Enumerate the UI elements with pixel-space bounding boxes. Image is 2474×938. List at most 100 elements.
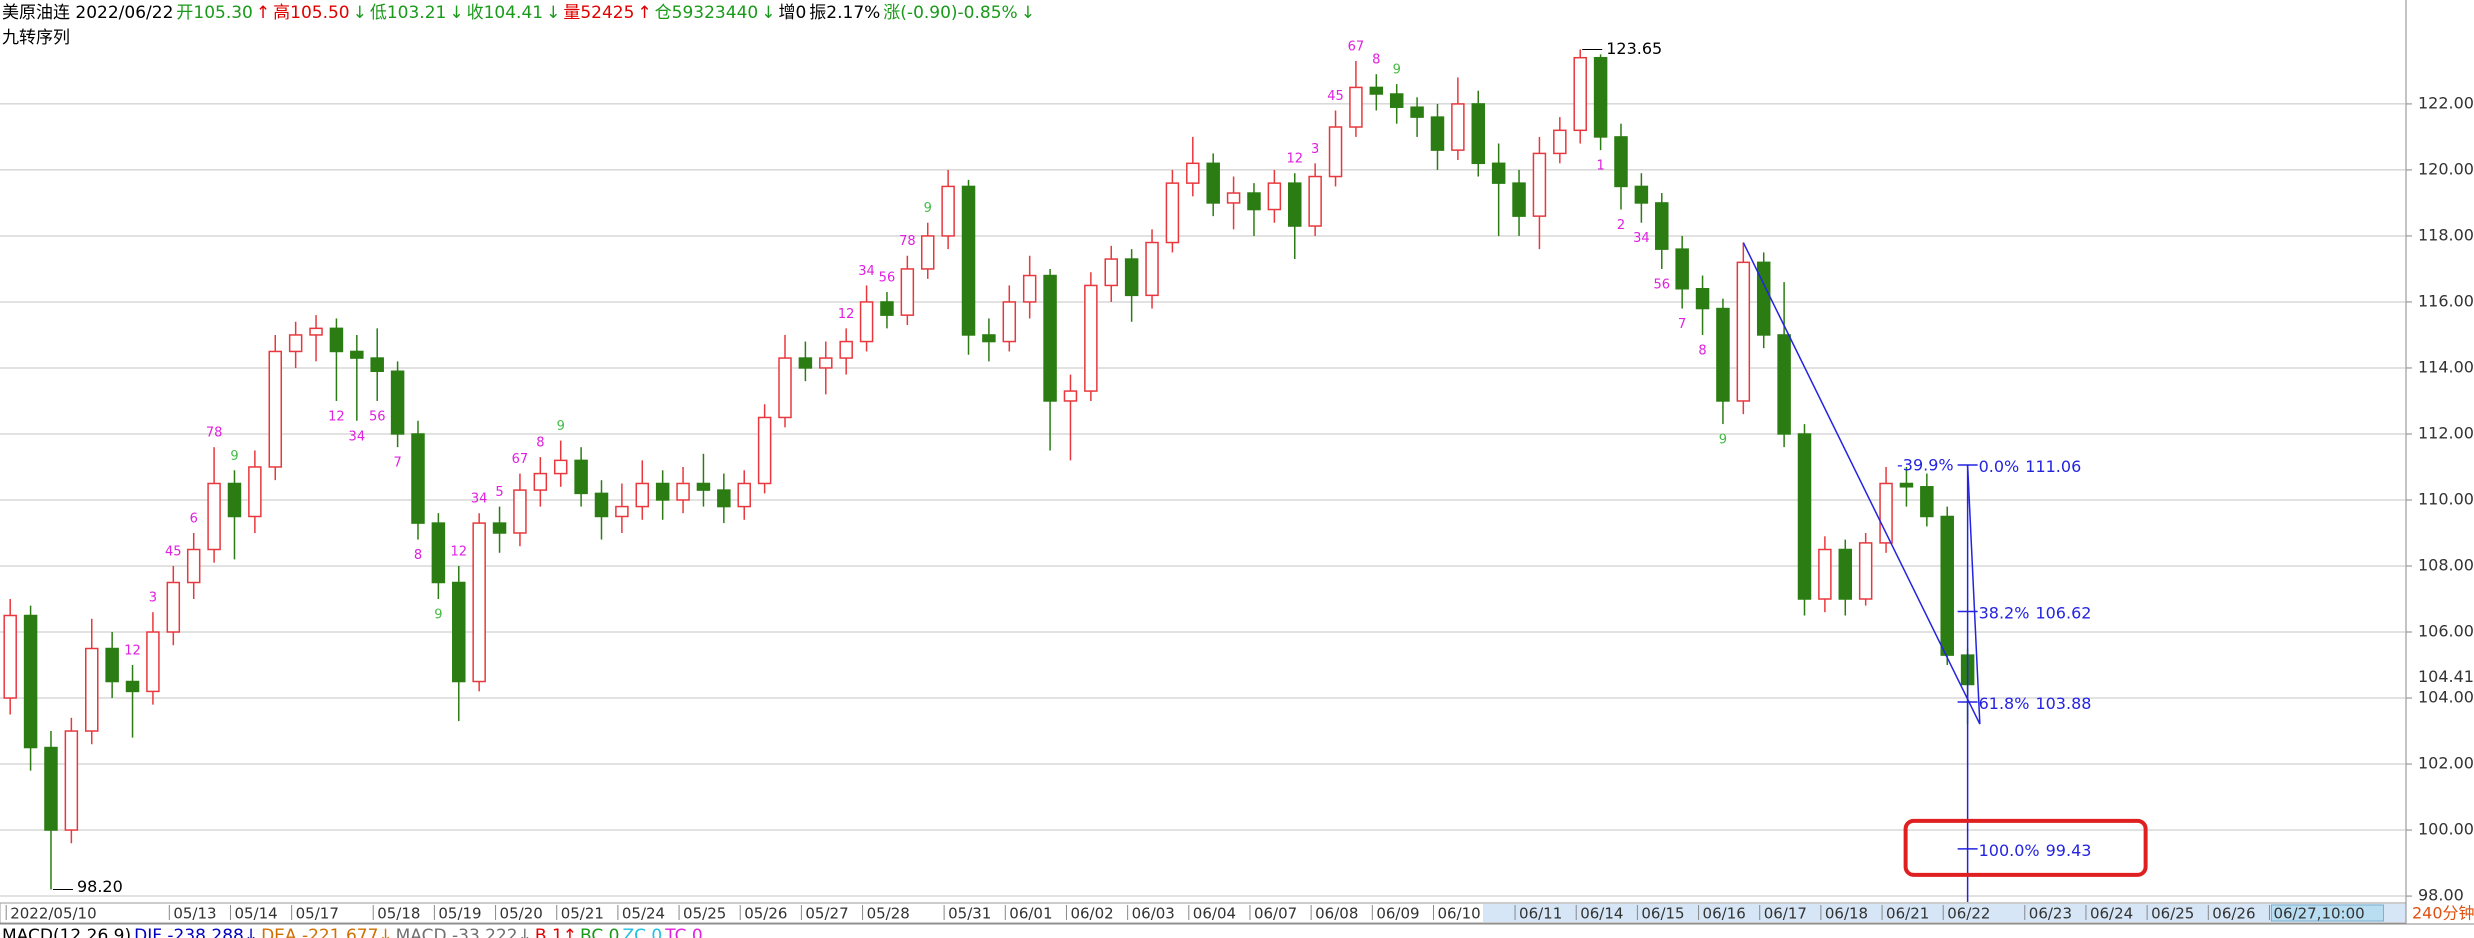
- header-item: ↓: [1021, 3, 1035, 23]
- x-tick-label: 06/26: [2212, 905, 2255, 923]
- candle-body: [819, 357, 833, 369]
- x-tick-label: 05/25: [683, 905, 726, 923]
- td-count: 8: [414, 548, 422, 563]
- header-item: ↑: [256, 3, 270, 23]
- candle-body: [492, 522, 507, 534]
- td-count: 2: [1617, 218, 1625, 233]
- td-count: 7: [1678, 317, 1686, 332]
- candle-body: [309, 327, 323, 336]
- td-count: 34: [858, 264, 875, 279]
- x-tick-label: 2022/05/10: [10, 905, 96, 923]
- candle-body: [288, 334, 303, 353]
- candle-body: [1267, 182, 1282, 211]
- y-tick-label: 114.00: [2418, 357, 2474, 376]
- candle-body: [574, 459, 588, 495]
- candle-body: [1369, 86, 1384, 95]
- header-item: 低103.21: [370, 3, 446, 23]
- fib-label: 38.2% 106.62: [1979, 603, 2092, 622]
- x-tick-label: 06/10: [1437, 905, 1480, 923]
- indicator-name: 九转序列: [2, 28, 70, 48]
- candle-body: [1899, 482, 1914, 488]
- x-tick-label: 06/04: [1193, 905, 1236, 923]
- td-count: 78: [206, 426, 223, 441]
- candle-body: [920, 235, 935, 270]
- footer-item: MACD(12,26,9): [2, 926, 131, 938]
- footer-item: DEA -221.677↓: [261, 926, 393, 938]
- y-tick-label: 98.00: [2418, 886, 2464, 905]
- candle-body: [390, 370, 405, 435]
- candle-body: [1451, 103, 1465, 151]
- candle-body: [737, 482, 751, 508]
- td-count: 8: [1698, 343, 1706, 358]
- x-tick-label: 06/03: [1132, 905, 1175, 923]
- fib-price: 106.62: [2035, 603, 2091, 622]
- candle-body: [1186, 162, 1200, 184]
- header: 美原油连 2022/06/22 开105.30 ↑ 高105.50 ↓ 低103.21 ↓ 收…: [2, 3, 1035, 23]
- candle-body: [1756, 261, 1771, 336]
- header-item: 美原油连 2022/06/22: [2, 3, 173, 23]
- header-item: ↓: [353, 3, 367, 23]
- date-strip-shade: [1483, 904, 2406, 922]
- candle-body: [676, 482, 690, 501]
- td-count: 56: [879, 271, 896, 286]
- x-tick-label: 06/27,10:00: [2273, 905, 2364, 923]
- candle-body: [350, 350, 364, 359]
- candle-body: [1920, 486, 1934, 518]
- candle-body: [1104, 258, 1118, 287]
- candle-body: [757, 416, 772, 485]
- candle-body: [1838, 548, 1853, 600]
- td-count: 9: [557, 419, 565, 434]
- candle-body: [1614, 136, 1628, 188]
- td-count: 9: [924, 201, 932, 216]
- x-tick-label: 06/11: [1519, 905, 1562, 923]
- candle-body: [85, 647, 99, 732]
- fib-price: 103.88: [2035, 693, 2091, 712]
- header-item: ↓: [546, 3, 560, 23]
- x-tick-label: 06/25: [2151, 905, 2194, 923]
- fib-percent: 100.0%: [1979, 840, 2040, 859]
- candle-body: [1553, 129, 1567, 155]
- candle-body: [1593, 56, 1608, 138]
- candle-body: [1736, 261, 1751, 402]
- candle-body: [696, 482, 711, 491]
- header-item: 涨(-0.90)-0.85%: [883, 3, 1017, 23]
- candle-body: [1471, 103, 1486, 165]
- header-item: 量52425: [563, 3, 634, 23]
- candle-body: [166, 581, 181, 633]
- candle-body: [248, 466, 262, 518]
- candle-body: [105, 647, 119, 683]
- x-tick-label: 06/22: [1947, 905, 1990, 923]
- td-count: 12: [1286, 152, 1303, 167]
- td-count: 1: [1596, 159, 1604, 174]
- header-item: 高105.50: [273, 3, 349, 23]
- candle-body: [553, 459, 568, 475]
- fib-label: 0.0% 111.06: [1979, 457, 2082, 476]
- td-count: 78: [899, 234, 916, 249]
- fib-change: -39.9%: [1897, 456, 1954, 475]
- x-tick-label: 06/24: [2090, 905, 2133, 923]
- td-count: 45: [165, 544, 182, 559]
- fib-label: 100.0% 99.43: [1979, 840, 2092, 859]
- candle-body: [839, 340, 853, 359]
- candle-body: [1655, 202, 1669, 250]
- candle-body: [1226, 192, 1241, 204]
- fib-percent: 61.8%: [1979, 693, 2030, 712]
- max-marker: 123.65: [1606, 39, 1662, 58]
- candle-body: [1532, 152, 1547, 217]
- candle-body: [1430, 116, 1445, 151]
- x-tick-label: 05/13: [173, 905, 216, 923]
- x-tick-label: 05/14: [234, 905, 277, 923]
- td-count: 9: [230, 449, 238, 464]
- candle-body: [615, 505, 629, 518]
- candle-body: [3, 614, 17, 699]
- header-item: ↓: [761, 3, 775, 23]
- y-tick-label: 116.00: [2418, 291, 2474, 310]
- x-tick-label: 05/20: [500, 905, 543, 923]
- candle-body: [1063, 390, 1078, 402]
- footer-item: B 1↑: [535, 926, 577, 938]
- x-tick-label: 06/02: [1070, 905, 1113, 923]
- td-count: 12: [450, 544, 467, 559]
- y-tick-label: 122.00: [2418, 93, 2474, 112]
- x-label-highlight: [2270, 904, 2384, 922]
- candle-body: [472, 522, 486, 683]
